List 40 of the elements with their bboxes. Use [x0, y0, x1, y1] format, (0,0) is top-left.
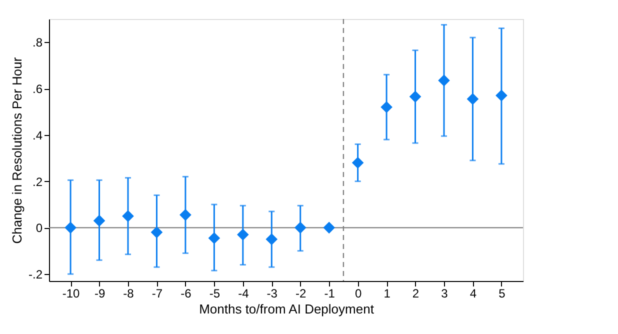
- point: [208, 232, 220, 244]
- y-tick-label: .4: [32, 128, 43, 142]
- point: [380, 101, 392, 114]
- x-tick-label: -2: [296, 286, 307, 300]
- point: [122, 210, 134, 222]
- x-tick-label: 2: [412, 286, 420, 300]
- point: [496, 90, 508, 102]
- x-tick-label: 3: [441, 286, 448, 300]
- point: [409, 90, 422, 103]
- x-tick-label: -7: [152, 286, 163, 300]
- x-tick-label: -1: [324, 286, 336, 300]
- x-tick-label: -10: [62, 286, 80, 300]
- x-tick-label: -5: [209, 286, 220, 300]
- point: [466, 93, 479, 105]
- x-tick-label: -4: [238, 286, 250, 300]
- point: [150, 226, 163, 238]
- x-tick-label: -9: [94, 286, 106, 300]
- x-tick-label: -6: [180, 286, 192, 300]
- x-tick-label: 5: [498, 286, 506, 300]
- y-tick-label: .2: [32, 174, 43, 189]
- point: [323, 222, 336, 234]
- x-axis-title: Months to/from AI Deployment: [199, 302, 374, 316]
- point: [352, 156, 364, 169]
- point: [294, 222, 306, 234]
- y-tick-label: .6: [32, 82, 43, 96]
- y-axis-title: Change in Resolutions Per Hour: [9, 56, 24, 244]
- point: [93, 214, 106, 227]
- y-tick-label: -.2: [28, 268, 43, 282]
- point: [236, 228, 249, 241]
- x-tick-label: 4: [470, 286, 477, 300]
- point: [180, 209, 192, 221]
- x-tick-label: 1: [384, 286, 391, 300]
- x-tick-label: -8: [123, 286, 134, 300]
- x-tick-label: 0: [354, 286, 362, 300]
- x-tick-label: -3: [266, 286, 278, 300]
- point: [64, 222, 76, 234]
- point: [266, 233, 278, 246]
- y-tick-label: 0: [36, 221, 43, 236]
- point: [438, 74, 450, 86]
- y-tick-label: .8: [32, 36, 43, 50]
